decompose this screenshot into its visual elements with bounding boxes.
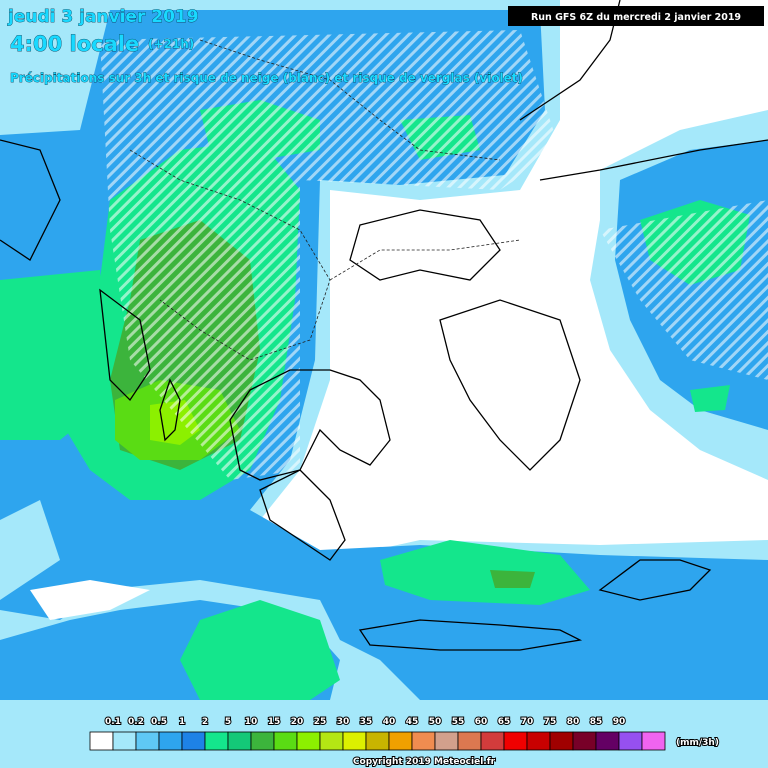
- legend: (mm/3h) 0.1 0.2 0.5 1 2 5 10 15 20 25 30 35 40 45 50 55…: [89, 716, 720, 751]
- legend-swatch: [572, 731, 597, 751]
- legend-label: 10: [245, 717, 258, 727]
- legend-unit: (mm/3h): [676, 738, 719, 748]
- legend-swatch: [388, 731, 413, 751]
- legend-swatch: [526, 731, 551, 751]
- legend-swatch: [342, 731, 367, 751]
- legend-swatch: [411, 731, 436, 751]
- legend-label: 50: [429, 717, 442, 727]
- header: jeudi 3 janvier 2019 4:00 locale (+21h) …: [7, 6, 764, 85]
- legend-label: 25: [314, 717, 327, 727]
- legend-swatch: [273, 731, 298, 751]
- legend-label: 0.2: [128, 717, 144, 727]
- legend-swatch: [457, 731, 482, 751]
- legend-swatch: [595, 731, 620, 751]
- run-label: Run GFS 6Z du mercredi 2 janvier 2019: [531, 12, 741, 23]
- legend-label: 15: [268, 717, 281, 727]
- legend-swatch: [319, 731, 344, 751]
- legend-label: 70: [521, 717, 534, 727]
- legend-swatch: [434, 731, 459, 751]
- legend-label: 20: [291, 717, 304, 727]
- legend-swatch: [135, 731, 160, 751]
- legend-swatch: [204, 731, 229, 751]
- legend-swatch: [503, 731, 528, 751]
- subtitle: Précipitations sur 3h et risque de neige…: [10, 71, 523, 85]
- copyright: Copyright 2019 Meteociel.fr: [353, 757, 496, 767]
- run-box: [508, 6, 764, 26]
- legend-label: 40: [383, 717, 396, 727]
- legend-swatch: [549, 731, 574, 751]
- lead-time: (+21h): [148, 37, 194, 51]
- legend-swatch: [227, 731, 252, 751]
- legend-label: 65: [498, 717, 511, 727]
- legend-label: 90: [613, 717, 626, 727]
- legend-label: 1: [179, 717, 185, 727]
- legend-label: 35: [360, 717, 373, 727]
- legend-label: 0.1: [105, 717, 121, 727]
- legend-swatch: [250, 731, 275, 751]
- forecast-date: jeudi 3 janvier 2019: [7, 7, 199, 27]
- legend-label: 30: [337, 717, 350, 727]
- legend-label: 60: [475, 717, 488, 727]
- legend-label: 45: [406, 717, 419, 727]
- legend-label: 0.5: [151, 717, 167, 727]
- legend-swatch: [158, 731, 183, 751]
- legend-swatch: [181, 731, 206, 751]
- legend-label: 55: [452, 717, 465, 727]
- legend-label: 5: [225, 717, 231, 727]
- legend-swatch: [641, 731, 666, 751]
- forecast-time: 4:00 locale: [10, 32, 139, 56]
- legend-label: 80: [567, 717, 580, 727]
- legend-label: 2: [202, 717, 208, 727]
- legend-swatch: [618, 731, 643, 751]
- legend-swatch: [89, 731, 114, 751]
- legend-swatch: [480, 731, 505, 751]
- legend-label: 85: [590, 717, 603, 727]
- legend-swatch: [296, 731, 321, 751]
- legend-swatch: [112, 731, 137, 751]
- legend-swatch: [365, 731, 390, 751]
- legend-label: 75: [544, 717, 557, 727]
